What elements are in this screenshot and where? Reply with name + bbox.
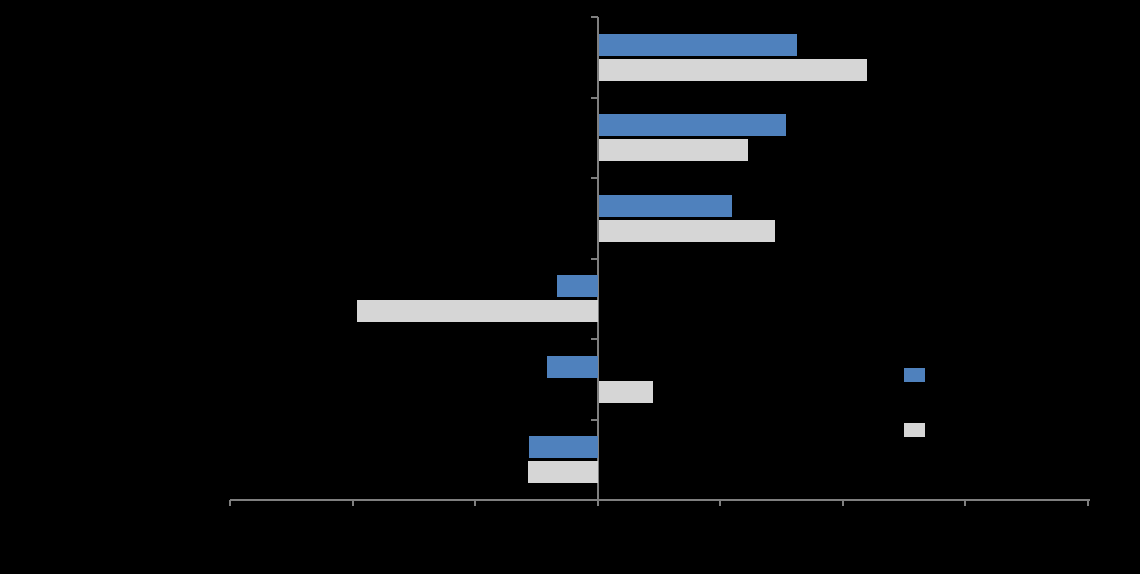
bar-series-2-cat-4 — [357, 300, 598, 323]
x-axis-line — [230, 499, 1090, 501]
legend-swatch-series-2 — [904, 423, 925, 437]
x-axis-tick — [229, 500, 231, 506]
bar-series-1-cat-5 — [547, 355, 598, 378]
bar-series-1-cat-3 — [598, 194, 733, 217]
y-axis-tick — [590, 257, 598, 260]
bar-series-2-cat-6 — [527, 461, 598, 484]
bar-series-2-cat-1 — [598, 58, 868, 81]
y-axis-tick — [590, 499, 598, 501]
x-axis-tick — [596, 500, 599, 506]
x-axis-tick — [474, 500, 477, 506]
y-axis-tick — [590, 418, 598, 421]
bar-series-1-cat-1 — [598, 33, 798, 56]
x-axis-tick — [964, 500, 967, 506]
bar-series-1-cat-4 — [557, 275, 598, 298]
x-axis-tick — [1087, 500, 1089, 506]
bar-series-1-cat-2 — [598, 114, 787, 137]
x-axis-tick — [351, 500, 354, 506]
y-axis-tick — [590, 16, 598, 18]
x-axis-tick — [841, 500, 844, 506]
bar-series-2-cat-2 — [598, 139, 749, 162]
legend-item-series-2 — [904, 423, 933, 437]
y-axis-line — [596, 17, 599, 500]
x-axis-tick — [719, 500, 722, 506]
y-axis-tick — [590, 177, 598, 179]
bar-series-1-cat-6 — [529, 436, 598, 459]
bar-series-2-cat-5 — [598, 380, 653, 403]
legend-item-series-1 — [904, 368, 933, 382]
y-axis-tick — [590, 96, 598, 99]
bar-series-2-cat-3 — [598, 219, 776, 242]
y-axis-tick — [590, 338, 598, 340]
legend-swatch-series-1 — [904, 368, 925, 382]
